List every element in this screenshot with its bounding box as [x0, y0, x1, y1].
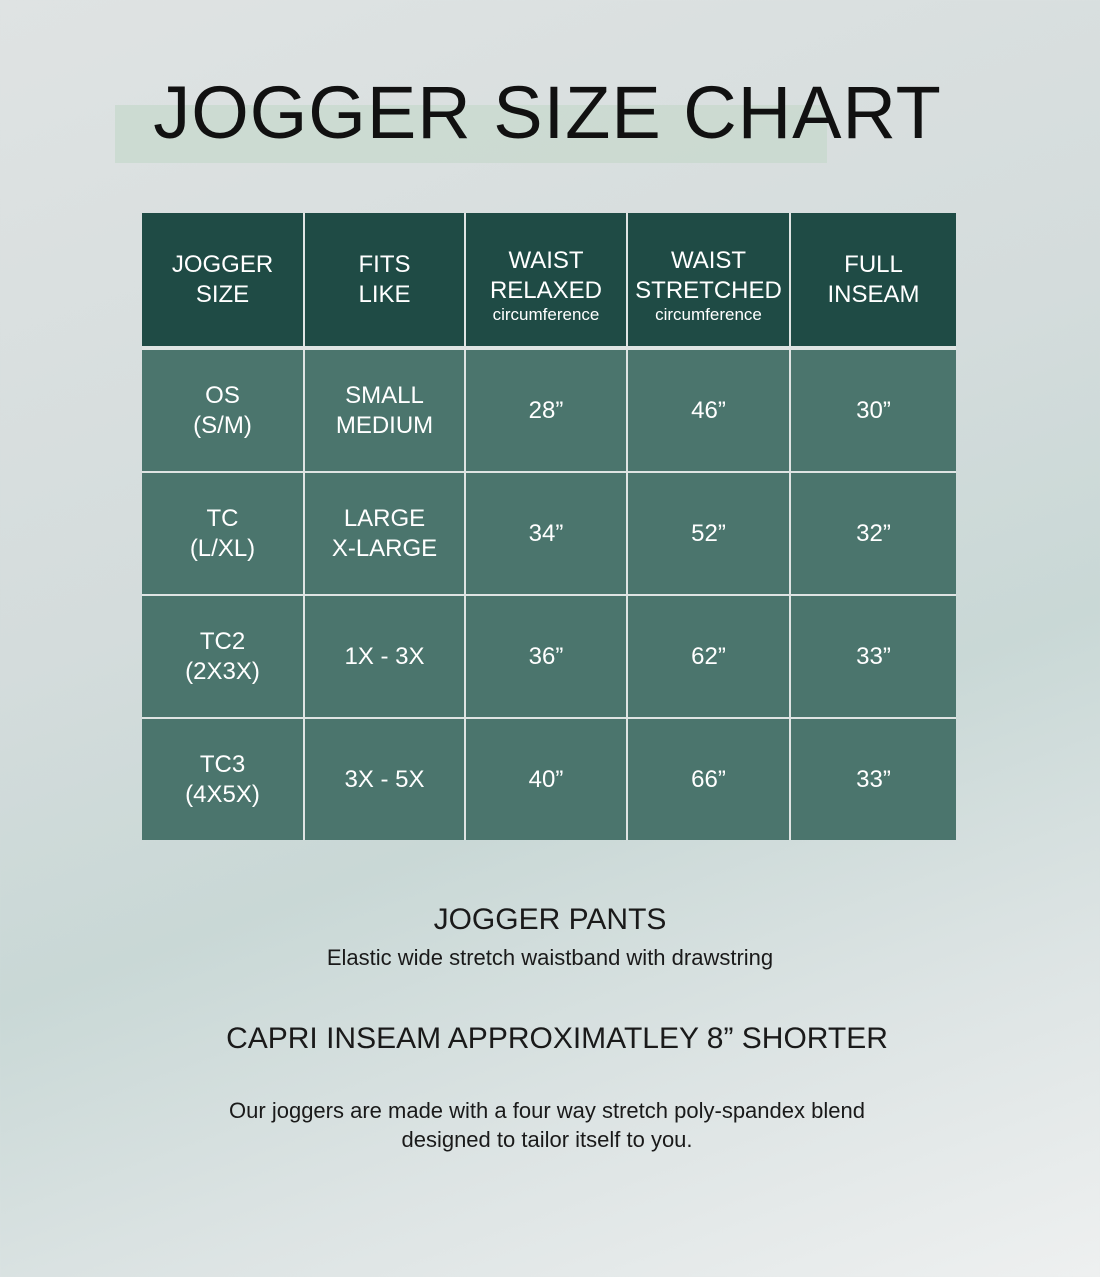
waist-relaxed-cell: 28”	[464, 347, 628, 473]
table-row: OS (S/M) SMALL MEDIUM 28” 46” 30”	[142, 347, 956, 473]
waist-stretched-cell: 52”	[626, 471, 791, 596]
header-full-inseam: FULL INSEAM	[789, 213, 956, 349]
fabric-line-2: designed to tailor itself to you.	[401, 1127, 693, 1152]
size-cell: TC2 (2X3X)	[142, 594, 305, 719]
fits-like-cell: SMALL MEDIUM	[303, 347, 466, 473]
waist-stretched-cell: 66”	[626, 717, 791, 840]
fabric-line-1: Our joggers are made with a four way str…	[229, 1098, 865, 1123]
size-chart-table: JOGGER SIZE FITS LIKE WAIST RELAXED circumfe…	[142, 213, 956, 840]
header-fits-like: FITS LIKE	[303, 213, 466, 349]
inseam-cell: 33”	[789, 717, 956, 840]
waist-stretched-cell: 62”	[626, 594, 791, 719]
fits-like-cell: 1X - 3X	[303, 594, 466, 719]
header-jogger-size: JOGGER SIZE	[142, 213, 305, 349]
header-waist-stretched: WAIST STRETCHED circumference	[626, 213, 791, 349]
size-cell: TC3 (4X5X)	[142, 717, 305, 840]
page-title: JOGGER SIZE CHART	[153, 71, 942, 154]
table-row: TC (L/XL) LARGE X-LARGE 34” 52” 32”	[142, 471, 956, 596]
waist-relaxed-cell: 36”	[464, 594, 628, 719]
inseam-cell: 32”	[789, 471, 956, 596]
waist-relaxed-cell: 40”	[464, 717, 628, 840]
size-cell: OS (S/M)	[142, 347, 305, 473]
waist-stretched-cell: 46”	[626, 347, 791, 473]
header-waist-relaxed: WAIST RELAXED circumference	[464, 213, 628, 349]
table-row: TC3 (4X5X) 3X - 5X 40” 66” 33”	[142, 717, 956, 840]
title-highlight	[115, 105, 827, 163]
inseam-cell: 33”	[789, 594, 956, 719]
inseam-cell: 30”	[789, 347, 956, 473]
size-cell: TC (L/XL)	[142, 471, 305, 596]
table-row: TC2 (2X3X) 1X - 3X 36” 62” 33”	[142, 594, 956, 719]
capri-note: CAPRI INSEAM APPROXIMATLEY 8” SHORTER	[226, 1022, 888, 1055]
header-row: JOGGER SIZE FITS LIKE WAIST RELAXED circumfe…	[142, 213, 956, 349]
fits-like-cell: 3X - 5X	[303, 717, 466, 840]
waist-relaxed-cell: 34”	[464, 471, 628, 596]
fits-like-cell: LARGE X-LARGE	[303, 471, 466, 596]
pants-description: Elastic wide stretch waistband with draw…	[326, 945, 774, 970]
pants-heading: JOGGER PANTS	[433, 903, 667, 936]
